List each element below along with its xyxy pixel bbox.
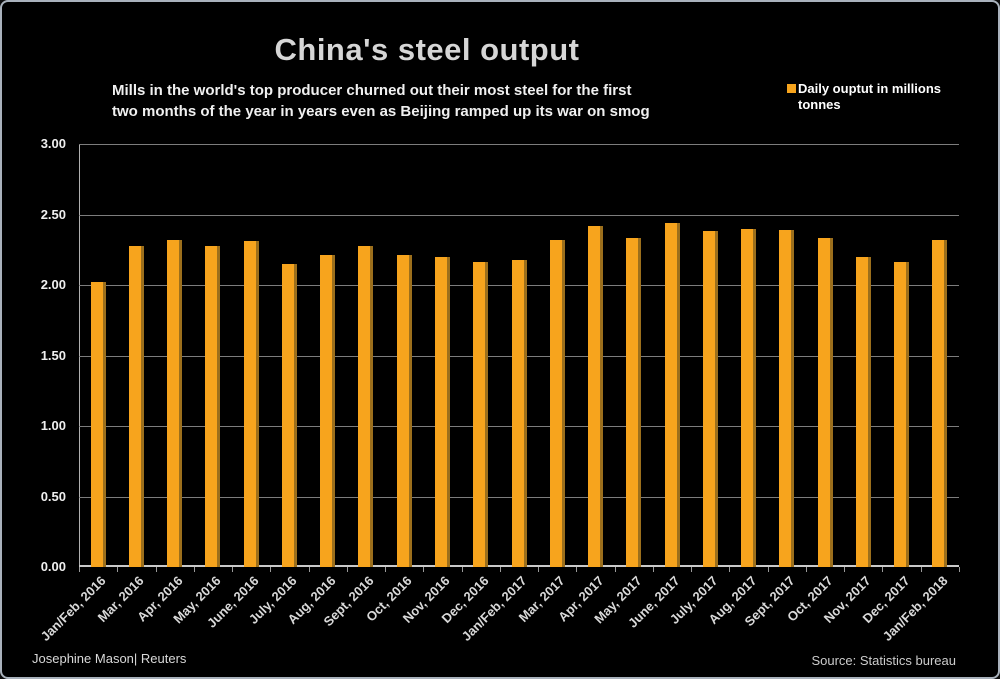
bar bbox=[282, 264, 297, 567]
x-axis-tick bbox=[768, 567, 769, 572]
subtitle-line-2: two months of the year in years even as … bbox=[112, 103, 650, 120]
x-axis-tick bbox=[576, 567, 577, 572]
y-axis-line bbox=[79, 144, 80, 567]
x-axis-tick bbox=[423, 567, 424, 572]
x-axis-tick bbox=[615, 567, 616, 572]
subtitle-line-1: Mills in the world's top producer churne… bbox=[112, 82, 632, 99]
y-axis-tick-label: 1.00 bbox=[40, 418, 66, 433]
bar bbox=[665, 223, 680, 567]
bar bbox=[435, 257, 450, 567]
legend-label: Daily ouptut in millions tonnes bbox=[798, 81, 941, 112]
x-axis-tick bbox=[921, 567, 922, 572]
y-axis-tick-label: 2.00 bbox=[40, 277, 66, 292]
legend-marker-icon bbox=[787, 84, 796, 93]
x-axis-tick bbox=[729, 567, 730, 572]
x-axis-tick bbox=[156, 567, 157, 572]
bar bbox=[512, 260, 527, 567]
x-axis-tick bbox=[270, 567, 271, 572]
y-axis-tick-label: 1.50 bbox=[40, 348, 66, 363]
bar bbox=[91, 282, 106, 567]
x-axis-tick bbox=[232, 567, 233, 572]
bar bbox=[856, 257, 871, 567]
x-axis-tick bbox=[117, 567, 118, 572]
bar bbox=[205, 246, 220, 567]
x-axis-tick bbox=[882, 567, 883, 572]
bar bbox=[550, 240, 565, 567]
x-axis-tick bbox=[959, 567, 960, 572]
x-axis-tick bbox=[806, 567, 807, 572]
x-axis-tick bbox=[653, 567, 654, 572]
source-note: Source: Statistics bureau bbox=[811, 653, 956, 668]
y-axis-tick-label: 0.00 bbox=[40, 559, 66, 574]
gridline bbox=[79, 215, 959, 216]
bar bbox=[244, 241, 259, 567]
bar bbox=[932, 240, 947, 567]
bar bbox=[894, 262, 909, 567]
x-axis-tick bbox=[385, 567, 386, 572]
plot-area bbox=[79, 144, 960, 572]
x-axis-tick bbox=[691, 567, 692, 572]
bar bbox=[588, 226, 603, 567]
y-axis-tick-label: 2.50 bbox=[40, 207, 66, 222]
bar bbox=[358, 246, 373, 567]
x-axis-tick bbox=[194, 567, 195, 572]
x-axis-tick bbox=[538, 567, 539, 572]
chart-subtitle: Mills in the world's top producer churne… bbox=[112, 80, 650, 122]
bar bbox=[741, 229, 756, 567]
x-axis-tick bbox=[844, 567, 845, 572]
bar bbox=[129, 246, 144, 567]
bar bbox=[818, 238, 833, 567]
bar bbox=[397, 255, 412, 567]
bar bbox=[167, 240, 182, 567]
bar bbox=[779, 230, 794, 567]
gridline bbox=[79, 144, 959, 145]
x-axis-tick bbox=[347, 567, 348, 572]
bar bbox=[626, 238, 641, 567]
bar bbox=[473, 262, 488, 567]
x-axis-tick bbox=[462, 567, 463, 572]
bar bbox=[703, 231, 718, 567]
bar bbox=[320, 255, 335, 567]
x-axis-tick bbox=[79, 567, 80, 572]
legend: Daily ouptut in millions tonnes bbox=[787, 81, 960, 113]
chart-title: China's steel output bbox=[274, 32, 580, 67]
x-axis-tick bbox=[309, 567, 310, 572]
y-axis-tick-label: 3.00 bbox=[40, 136, 66, 151]
author-credit: Josephine Mason| Reuters bbox=[32, 651, 187, 666]
y-axis-tick-label: 0.50 bbox=[40, 489, 66, 504]
x-axis-tick bbox=[500, 567, 501, 572]
